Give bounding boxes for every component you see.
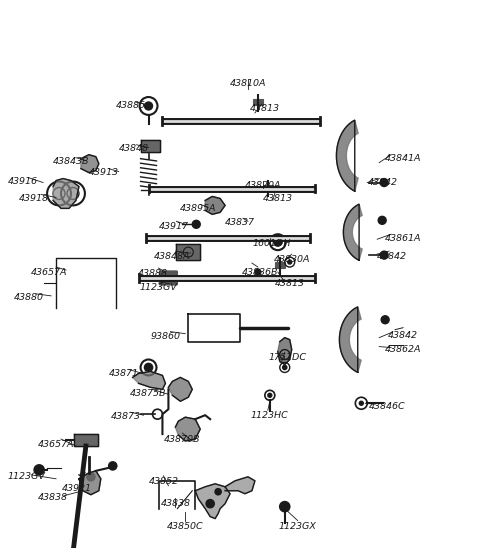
Text: 43830A: 43830A <box>274 255 310 263</box>
Circle shape <box>283 365 287 370</box>
Text: 43843B: 43843B <box>53 157 89 166</box>
Text: 43918: 43918 <box>19 194 49 203</box>
Polygon shape <box>79 471 101 494</box>
Text: 43836B: 43836B <box>241 267 278 277</box>
Circle shape <box>144 364 153 371</box>
Text: 1123GV: 1123GV <box>140 283 178 293</box>
Polygon shape <box>336 120 358 191</box>
Polygon shape <box>225 477 255 494</box>
Text: 43885: 43885 <box>116 102 145 111</box>
Text: 43913: 43913 <box>89 168 119 177</box>
Text: 43813: 43813 <box>275 279 305 288</box>
Polygon shape <box>343 204 362 260</box>
Text: 43846C: 43846C <box>369 402 406 411</box>
FancyBboxPatch shape <box>159 271 178 285</box>
Text: 43895A: 43895A <box>180 204 216 213</box>
Circle shape <box>206 500 214 508</box>
Text: 43848: 43848 <box>119 144 149 153</box>
Text: 43861A: 43861A <box>385 234 421 243</box>
Polygon shape <box>278 338 292 365</box>
Circle shape <box>360 402 363 405</box>
Text: 43921: 43921 <box>62 484 92 493</box>
Polygon shape <box>132 371 166 389</box>
Text: 43880: 43880 <box>14 293 44 303</box>
Text: 93860: 93860 <box>150 332 180 341</box>
Text: 1751DC: 1751DC <box>269 353 307 362</box>
Text: 43873: 43873 <box>111 412 141 421</box>
Text: 43875B: 43875B <box>130 389 167 398</box>
Text: 43813: 43813 <box>250 104 280 113</box>
Polygon shape <box>168 377 192 402</box>
Polygon shape <box>53 179 79 208</box>
Text: 43838: 43838 <box>160 499 191 508</box>
Text: 43842: 43842 <box>368 178 398 187</box>
Circle shape <box>280 502 290 512</box>
Circle shape <box>34 465 44 475</box>
Text: 43870B: 43870B <box>164 434 201 443</box>
Text: 43862A: 43862A <box>385 345 421 354</box>
Text: 1123HC: 1123HC <box>251 411 288 420</box>
Polygon shape <box>175 417 200 441</box>
Text: 43838: 43838 <box>38 493 68 502</box>
Bar <box>176 244 200 260</box>
Text: 1601DH: 1601DH <box>252 239 291 248</box>
Text: 43842: 43842 <box>388 331 418 340</box>
Circle shape <box>192 221 200 228</box>
Text: 43842: 43842 <box>377 251 407 261</box>
Text: 43852: 43852 <box>148 477 179 486</box>
Text: 43850C: 43850C <box>167 522 204 531</box>
Polygon shape <box>339 307 361 372</box>
Circle shape <box>378 216 386 224</box>
Text: 43657A: 43657A <box>38 439 74 448</box>
Text: 1123GV: 1123GV <box>7 472 45 481</box>
Text: 43837: 43837 <box>225 218 255 227</box>
Bar <box>253 99 263 105</box>
Text: 43917: 43917 <box>158 222 188 231</box>
Bar <box>141 140 160 152</box>
Polygon shape <box>81 155 99 173</box>
Polygon shape <box>195 484 230 519</box>
Bar <box>275 262 285 268</box>
Circle shape <box>109 462 117 470</box>
Bar <box>263 185 273 190</box>
Text: 43813: 43813 <box>263 194 293 203</box>
Bar <box>74 434 98 446</box>
Circle shape <box>87 473 95 481</box>
Text: 43820A: 43820A <box>245 181 281 190</box>
Text: 43888: 43888 <box>137 268 168 278</box>
Text: 43916: 43916 <box>8 177 38 186</box>
Circle shape <box>144 102 153 110</box>
Circle shape <box>255 269 261 275</box>
Text: 43841A: 43841A <box>385 154 421 163</box>
Circle shape <box>274 238 282 246</box>
Text: 1123GX: 1123GX <box>279 522 317 531</box>
Circle shape <box>381 316 389 324</box>
Circle shape <box>215 489 221 494</box>
Circle shape <box>380 179 388 186</box>
Text: 43810A: 43810A <box>230 79 266 87</box>
Text: 43871: 43871 <box>108 369 139 378</box>
Polygon shape <box>205 196 225 214</box>
Circle shape <box>380 251 388 259</box>
Text: 43848A: 43848A <box>154 251 191 261</box>
Circle shape <box>288 260 292 264</box>
Text: 43657A: 43657A <box>31 267 67 277</box>
Circle shape <box>268 393 272 397</box>
